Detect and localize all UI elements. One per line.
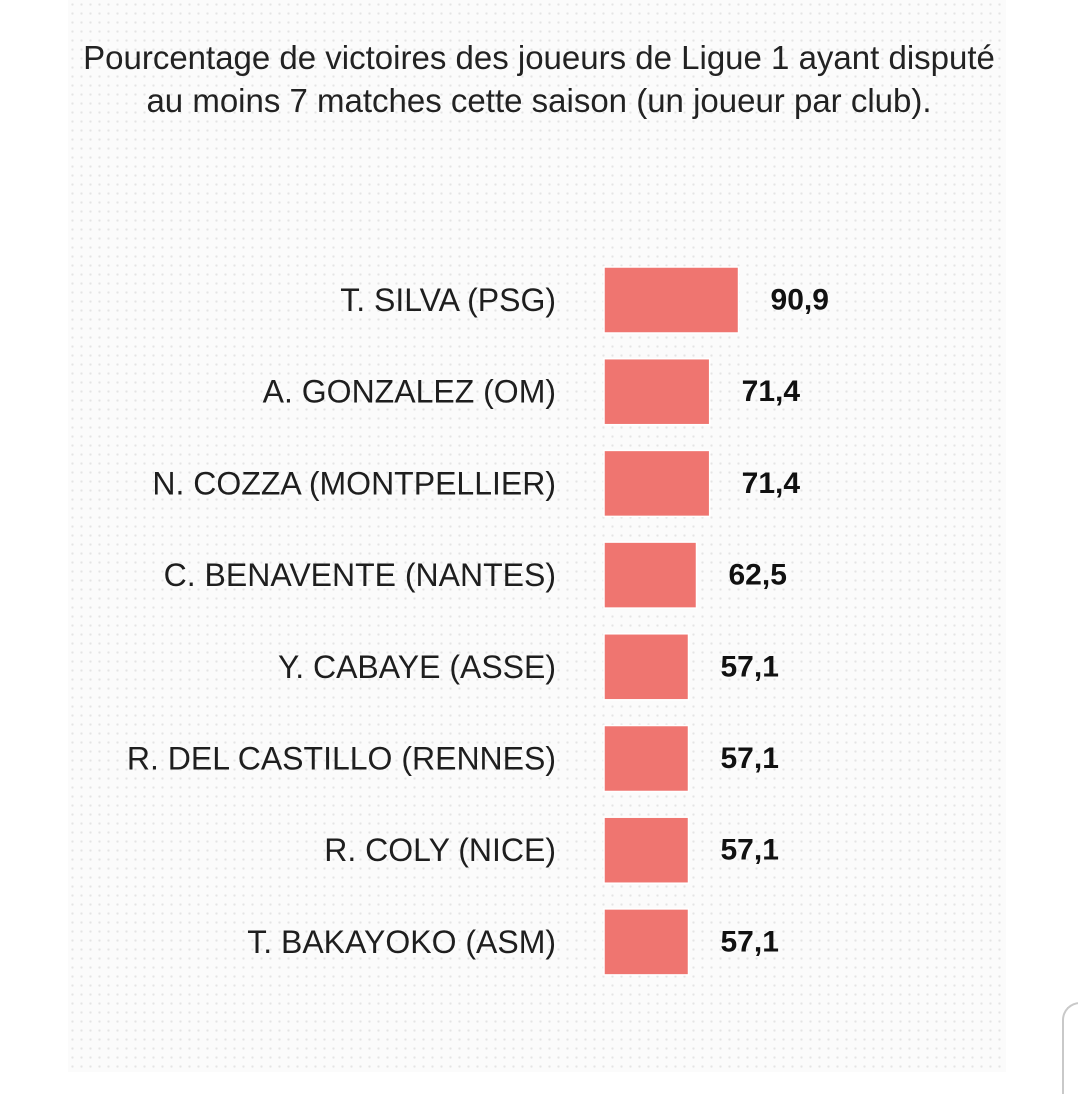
bar — [603, 724, 690, 793]
scroll-edge-tab — [1062, 1002, 1078, 1094]
chart-background — [68, 0, 1006, 1072]
bar — [603, 541, 698, 609]
chart-title: Pourcentage de victoires des joueurs de … — [83, 39, 995, 119]
bar — [603, 449, 711, 518]
category-label: A. GONZALEZ (OM) — [263, 374, 556, 410]
value-label: 71,4 — [742, 467, 801, 500]
category-label: R. DEL CASTILLO (RENNES) — [127, 741, 556, 777]
bar-row: A. GONZALEZ (OM) 71,4 — [263, 357, 801, 426]
value-label: 57,1 — [721, 925, 779, 958]
bar — [603, 908, 690, 976]
category-label: N. COZZA (MONTPELLIER) — [152, 465, 556, 501]
value-label: 57,1 — [721, 834, 779, 867]
bar — [603, 266, 740, 334]
value-label: 62,5 — [729, 559, 787, 592]
bar-row: N. COZZA (MONTPELLIER) 71,4 — [152, 449, 801, 518]
bar — [603, 357, 711, 426]
bar-chart: T. SILVA (PSG) 90,9A. GONZALEZ (OM) 71,4N.… — [127, 266, 829, 976]
category-label: T. BAKAYOKO (ASM) — [247, 924, 556, 960]
bar-row: Y. CABAYE (ASSE) 57,1 — [278, 633, 779, 701]
bar — [603, 633, 690, 701]
category-label: Y. CABAYE (ASSE) — [278, 649, 556, 685]
value-label: 57,1 — [721, 742, 779, 775]
bar — [603, 816, 690, 884]
bar-row: R. COLY (NICE) 57,1 — [324, 816, 779, 884]
value-label: 90,9 — [771, 284, 829, 317]
category-label: C. BENAVENTE (NANTES) — [164, 557, 556, 593]
bar-row: T. SILVA (PSG) 90,9 — [340, 266, 829, 334]
value-label: 71,4 — [742, 375, 801, 408]
bar-row: R. DEL CASTILLO (RENNES) 57,1 — [127, 724, 779, 793]
bar-row: C. BENAVENTE (NANTES) 62,5 — [164, 541, 787, 609]
category-label: T. SILVA (PSG) — [340, 282, 556, 318]
bars-layer: T. SILVA (PSG) 90,9A. GONZALEZ (OM) 71,4N.… — [127, 266, 829, 976]
bar-row: T. BAKAYOKO (ASM) 57,1 — [247, 908, 779, 976]
value-label: 57,1 — [721, 650, 779, 683]
category-label: R. COLY (NICE) — [324, 832, 556, 868]
